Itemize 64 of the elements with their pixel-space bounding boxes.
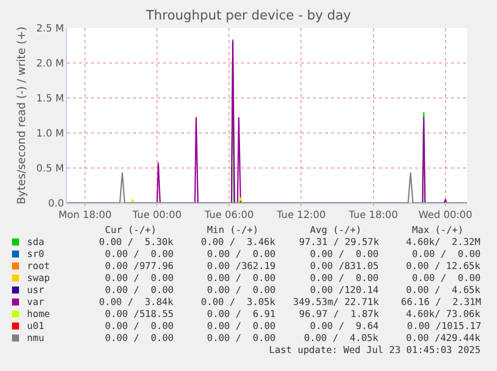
x-tick-label: Tue 12:00: [276, 210, 326, 221]
text: Max (-/+): [412, 225, 464, 236]
legend-label: u01: [27, 321, 44, 332]
text: 97.31 / 29.57k: [299, 237, 380, 248]
legend-label: usr: [27, 285, 44, 296]
y-tick-label: 2.0 M: [36, 58, 64, 70]
text: 0.00 / 6.91: [207, 309, 276, 320]
legend-label: nmu: [27, 333, 44, 344]
text: 0.00 / 3.05k: [201, 297, 276, 308]
legend-label: var: [27, 297, 44, 308]
text: 0.00 / 0.00: [412, 249, 481, 260]
text: 0.00 / 9.64: [310, 321, 379, 332]
x-tick-label: Tue 06:00: [204, 210, 254, 221]
legend-label: sda: [27, 237, 44, 248]
x-tick-label: Mon 18:00: [58, 210, 112, 221]
text: 66.16 / 2.31M: [401, 297, 482, 308]
text: 0.00 / 0.00: [105, 333, 174, 344]
text: 0.00 / 0.00: [207, 333, 276, 344]
text: 0.00 /518.55: [105, 309, 174, 320]
x-tick-label: Tue 00:00: [132, 210, 182, 221]
legend-label: swap: [27, 273, 50, 284]
y-axis-title: Bytes/second read (-) / write (+): [14, 26, 28, 204]
text: 0.00 /831.05: [310, 261, 379, 272]
text: Min (-/+): [207, 225, 258, 236]
text: 0.00 / 0.00: [310, 273, 379, 284]
text: 0.00 / 0.00: [105, 285, 174, 296]
y-tick-label: 1.0 M: [36, 128, 64, 140]
text: 0.00 / 0.00: [207, 285, 276, 296]
text: 0.00 / 0.00: [105, 321, 174, 332]
text: 4.60k/ 2.32M: [406, 237, 481, 248]
text: 0.00 /429.44k: [406, 333, 481, 344]
text: 0.00 / 3.84k: [99, 297, 174, 308]
x-tick-label: Tue 18:00: [348, 210, 398, 221]
legend-label: home: [27, 309, 50, 320]
text: 4.60k/ 73.06k: [406, 309, 481, 320]
text: Avg (-/+): [310, 225, 362, 236]
text: 0.00 / 0.00: [310, 249, 379, 260]
text: 0.00 / 5.30k: [99, 237, 174, 248]
text: 0.00 / 0.00: [207, 273, 276, 284]
y-tick-label: 1.5 M: [36, 94, 64, 104]
text: 96.97 / 1.87k: [299, 309, 380, 320]
text: 0.00 /120.14: [310, 285, 379, 296]
text: 0.00 / 0.00: [105, 273, 174, 284]
text: 0.00 / 0.00: [105, 249, 174, 260]
text: 0.00 / 3.46k: [201, 237, 276, 248]
legend-label: sr0: [27, 249, 44, 260]
y-tick-label: 0.0: [48, 198, 64, 210]
x-tick-label: Wed 00:00: [418, 210, 472, 221]
text: 0.00 / 4.05k: [304, 333, 379, 344]
text: 0.00 /362.19: [207, 261, 276, 272]
text: 0.00 / 12.65k: [406, 261, 481, 272]
text: 0.00 / 0.00: [207, 321, 276, 332]
legend-label: root: [27, 261, 50, 272]
text: 349.53m/ 22.71k: [293, 297, 380, 308]
text: 0.00 / 0.00: [207, 249, 276, 260]
text: 0.00 /977.96: [105, 261, 174, 272]
chart-title: Throughput per device - by day: [144, 8, 352, 24]
text: 0.00 /1015.17: [407, 321, 482, 332]
text: Last update: Wed Jul 23 01:45:03 2025: [269, 345, 481, 356]
text: 0.00 / 0.00: [412, 273, 481, 284]
y-tick-label: 2.5 M: [36, 24, 64, 34]
text: Cur (-/+): [105, 225, 156, 236]
text: 0.00 / 4.65k: [406, 285, 481, 296]
y-tick-label: 0.5 M: [36, 164, 64, 174]
